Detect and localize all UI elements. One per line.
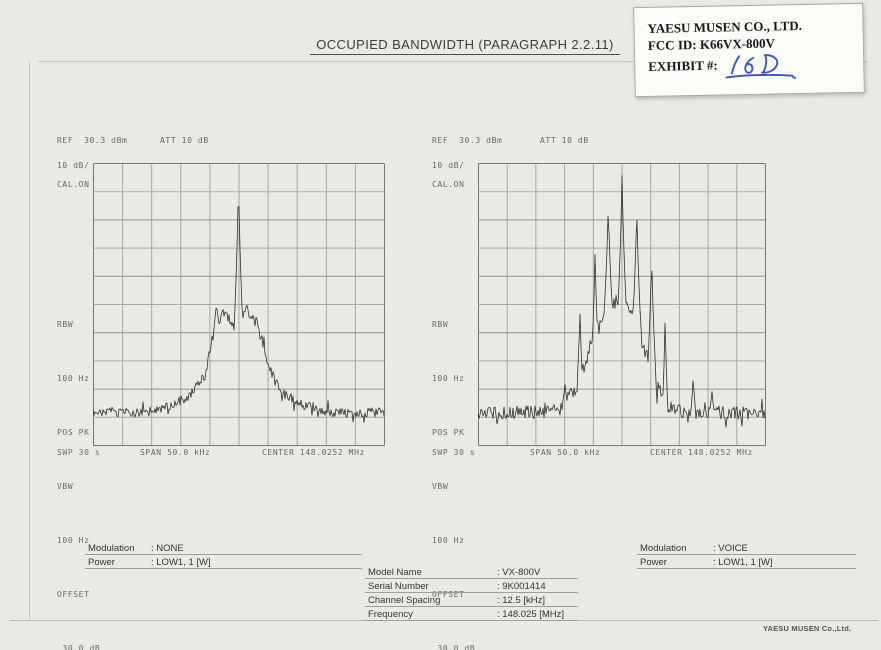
exhibit-sticker: YAESU MUSEN CO., LTD. FCC ID: K66VX-800V… — [633, 2, 865, 98]
row-value: : 12.5 [kHz] — [497, 595, 546, 606]
table-row: Modulation : NONE — [85, 541, 362, 555]
offset-label: OFFSET — [432, 590, 465, 599]
footer-company-name: YAESU MUSEN Co.,Ltd. — [763, 624, 852, 633]
spectrum-graticule-and-trace — [93, 163, 385, 446]
attenuation-label: ATT 10 dB — [540, 136, 589, 145]
settings-column: RBW 100 Hz POS PK VBW 100 Hz OFFSET 30.0… — [432, 280, 475, 650]
row-label: Model Name — [368, 567, 422, 578]
page-title: OCCUPIED BANDWIDTH (PARAGRAPH 2.2.11) — [310, 37, 620, 55]
row-value: : VOICE — [713, 543, 748, 554]
table-row: Power : LOW1, 1 [W] — [85, 555, 362, 569]
scale-label: 10 dB/ — [432, 161, 465, 170]
vbw-label: VBW — [57, 482, 74, 491]
spectrum-plot-left: REF 30.3 dBm ATT 10 dB 10 dB/ CAL.ON RBW… — [55, 130, 415, 650]
row-label: Channel Spacing — [368, 595, 441, 606]
table-row: Serial Number : 9K001414 — [365, 579, 578, 593]
rbw-label: RBW — [432, 320, 449, 329]
span-label: SPAN 50.0 kHz — [530, 448, 601, 457]
row-value: : NONE — [151, 543, 184, 554]
row-label: Frequency — [368, 609, 413, 620]
offset-value: 30.0 dB — [432, 644, 476, 650]
row-value: : LOW1, 1 [W] — [713, 557, 773, 568]
table-row: Power : LOW1, 1 [W] — [637, 555, 856, 569]
attenuation-label: ATT 10 dB — [160, 136, 209, 145]
ref-level-label: REF 30.3 dBm — [432, 136, 503, 145]
modulation-table-left: Modulation : NONE Power : LOW1, 1 [W] — [85, 541, 362, 569]
page-frame-top-line — [38, 61, 868, 62]
detector-label: POS PK — [57, 428, 90, 437]
vbw-value: 100 Hz — [432, 536, 465, 545]
sticker-exhibit-label: EXHIBIT #: — [648, 57, 718, 74]
row-label: Power — [88, 557, 115, 568]
rbw-value: 100 Hz — [57, 374, 90, 383]
scale-label: 10 dB/ — [57, 161, 90, 170]
table-row: Frequency : 148.025 [MHz] — [365, 607, 578, 621]
ref-level-label: REF 30.3 dBm — [57, 136, 128, 145]
table-row: Modulation : VOICE — [637, 541, 856, 555]
device-info-table: Model Name : VX-800V Serial Number : 9K0… — [365, 565, 578, 621]
settings-column: RBW 100 Hz POS PK VBW 100 Hz OFFSET 30.0… — [57, 280, 100, 650]
cal-label: CAL.ON — [432, 180, 465, 189]
center-freq-label: CENTER 148.0252 MHz — [650, 448, 753, 457]
page-frame-left-line — [29, 61, 30, 620]
row-label: Modulation — [640, 543, 687, 554]
rbw-value: 100 Hz — [432, 374, 465, 383]
modulation-table-right: Modulation : VOICE Power : LOW1, 1 [W] — [637, 541, 856, 569]
vbw-value: 100 Hz — [57, 536, 90, 545]
table-row: Channel Spacing : 12.5 [kHz] — [365, 593, 578, 607]
detector-label: POS PK — [432, 428, 465, 437]
row-value: : 148.025 [MHz] — [497, 609, 565, 620]
rbw-label: RBW — [57, 320, 74, 329]
sticker-exhibit-line: EXHIBIT #: — [648, 50, 863, 79]
span-label: SPAN 50.0 kHz — [140, 448, 211, 457]
row-label: Power — [640, 557, 667, 568]
center-freq-label: CENTER 148.0252 MHz — [262, 448, 365, 457]
row-value: : VX-800V — [497, 567, 541, 578]
row-value: : LOW1, 1 [W] — [151, 557, 211, 568]
sweep-label: SWP 30 s — [57, 448, 101, 457]
spectrum-graticule-and-trace — [478, 163, 766, 446]
offset-label: OFFSET — [57, 590, 90, 599]
cal-label: CAL.ON — [57, 180, 90, 189]
spectrum-plot-right: REF 30.3 dBm ATT 10 dB 10 dB/ CAL.ON RBW… — [430, 130, 790, 650]
exhibit-number-handwriting-icon — [726, 54, 797, 79]
row-label: Modulation — [88, 543, 135, 554]
row-value: : 9K001414 — [497, 581, 546, 592]
row-label: Serial Number — [368, 581, 429, 592]
sweep-label: SWP 30 s — [432, 448, 476, 457]
vbw-label: VBW — [432, 482, 449, 491]
table-row: Model Name : VX-800V — [365, 565, 578, 579]
offset-value: 30.0 dB — [57, 644, 101, 650]
